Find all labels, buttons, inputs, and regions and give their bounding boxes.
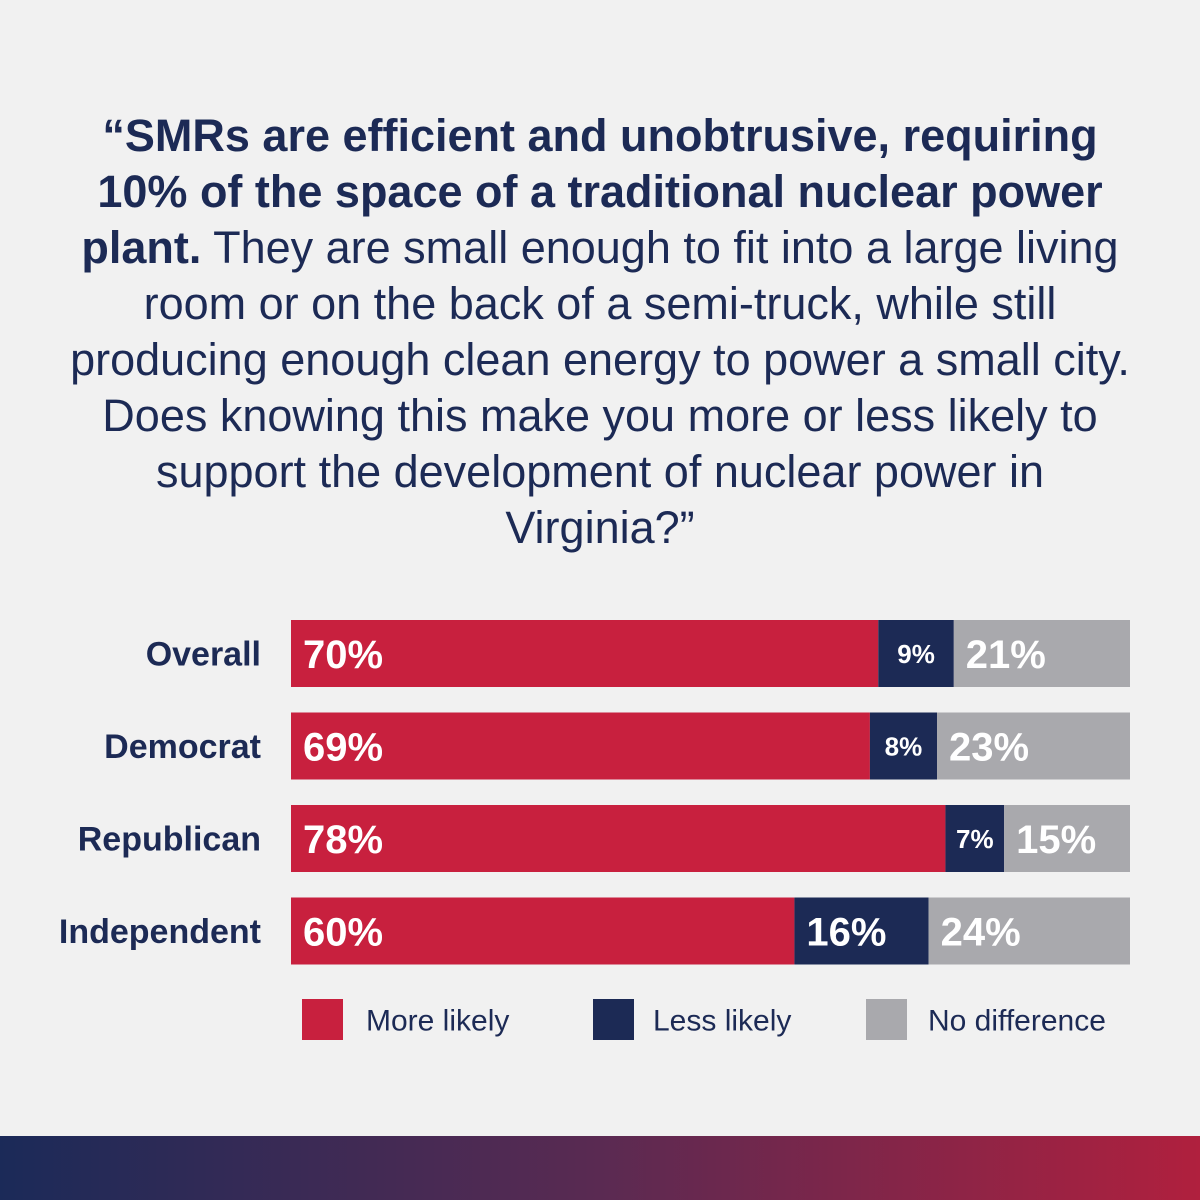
bar-segment-democrat-no-difference xyxy=(937,712,1130,780)
bar-segment-overall-more-likely xyxy=(291,620,879,687)
bar-segment-independent-more-likely xyxy=(291,897,795,965)
bar-segment-overall-less-likely xyxy=(878,620,954,687)
data-label-overall-no-difference: 21% xyxy=(966,633,1046,677)
legend-swatch-no-difference xyxy=(866,999,907,1040)
data-label-democrat-no-difference: 23% xyxy=(949,725,1029,769)
bar-segment-democrat-more-likely xyxy=(291,712,870,780)
data-label-independent-less-likely: 16% xyxy=(806,910,886,954)
bar-segment-overall-no-difference xyxy=(953,620,1130,687)
data-label-republican-less-likely: 7% xyxy=(956,824,994,854)
data-label-overall-less-likely: 9% xyxy=(897,639,935,669)
bar-segment-independent-less-likely xyxy=(794,897,929,965)
bar-segment-independent-no-difference xyxy=(928,897,1130,965)
bar-segment-democrat-less-likely xyxy=(869,712,938,780)
data-label-independent-more-likely: 60% xyxy=(303,910,383,954)
data-label-independent-no-difference: 24% xyxy=(941,910,1021,954)
bar-segment-republican-less-likely xyxy=(945,805,1005,872)
bar-segment-republican-more-likely xyxy=(291,805,946,872)
data-label-democrat-more-likely: 69% xyxy=(303,725,383,769)
category-label-independent: Independent xyxy=(59,913,261,951)
legend-label-more-likely: More likely xyxy=(366,1005,509,1038)
data-label-democrat-less-likely: 8% xyxy=(885,731,923,761)
question-bold-text: “SMRs are efficient and unobtrusive, req… xyxy=(81,110,1103,273)
question-text: “SMRs are efficient and unobtrusive, req… xyxy=(60,108,1140,556)
footer-gradient-bar xyxy=(0,1136,1200,1200)
data-label-overall-more-likely: 70% xyxy=(303,633,383,677)
category-label-republican: Republican xyxy=(78,821,261,859)
legend-swatch-more-likely xyxy=(302,999,343,1040)
bar-segment-republican-no-difference xyxy=(1004,805,1130,872)
legend-label-less-likely: Less likely xyxy=(653,1005,791,1038)
legend-label-no-difference: No difference xyxy=(928,1005,1106,1038)
legend-swatch-less-likely xyxy=(593,999,634,1040)
data-label-republican-more-likely: 78% xyxy=(303,818,383,862)
data-label-republican-no-difference: 15% xyxy=(1016,818,1096,862)
category-label-overall: Overall xyxy=(146,636,261,674)
question-regular-text: They are small enough to fit into a larg… xyxy=(70,222,1130,553)
category-label-democrat: Democrat xyxy=(104,728,261,766)
